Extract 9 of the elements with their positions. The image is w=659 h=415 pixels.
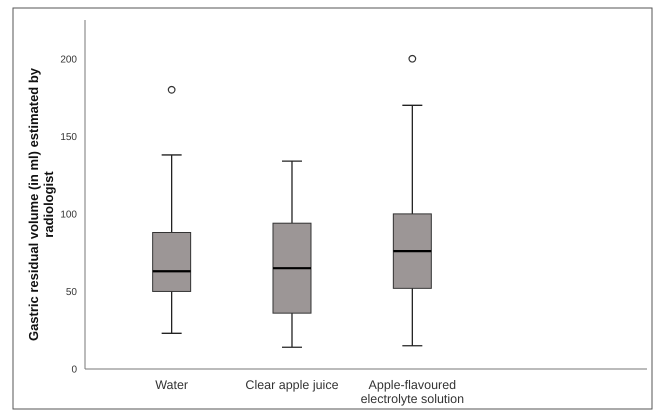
x-tick-label: Clear apple juice bbox=[245, 378, 339, 392]
y-tick-label: 150 bbox=[60, 132, 78, 143]
y-tick-label: 100 bbox=[60, 209, 78, 220]
y-tick-label: 0 bbox=[71, 364, 78, 376]
y-tick-label: 200 bbox=[60, 54, 78, 66]
x-tick-label: Apple-flavoured electrolyte solution bbox=[360, 378, 464, 406]
y-axis-title: Gastric residual volume (in ml) estimated by radiologist bbox=[26, 67, 56, 342]
x-tick-label: Water bbox=[155, 378, 188, 392]
y-tick-label: 50 bbox=[66, 286, 78, 298]
